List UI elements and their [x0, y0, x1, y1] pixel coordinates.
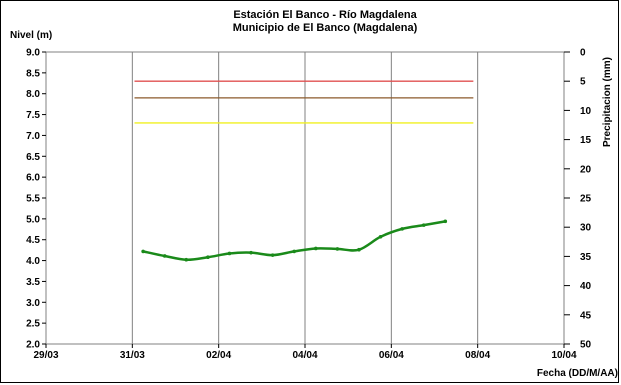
y-tick-label: 2.5: [26, 319, 40, 330]
data-point: [400, 227, 404, 231]
y2-tick-label: 25: [580, 194, 592, 205]
y-tick-label: 4.5: [26, 235, 40, 246]
y2-tick-label: 20: [580, 164, 592, 175]
y-axis-ticks: 2.0 2.5 3.0 3.5 4.0 4.5 5.0 5.5 6.0 6.5 7.0 7.5 8.0 8…: [26, 48, 46, 351]
y-tick-label: 8.0: [26, 89, 40, 100]
data-point: [378, 234, 383, 239]
y2-tick-label: 50: [580, 340, 592, 351]
x-axis-ticks: 29/03 31/03 02/04 04/04 06/04 08/04 10/04: [33, 344, 577, 361]
y-tick-label: 7.5: [26, 110, 40, 121]
y-tick-label: 3.5: [26, 277, 40, 288]
y2-tick-label: 15: [580, 135, 592, 146]
x-tick-label: 06/04: [379, 350, 404, 361]
y2-tick-label: 45: [580, 310, 592, 321]
data-point: [357, 247, 361, 252]
y-tick-label: 5.0: [26, 214, 40, 225]
x-tick-label: 08/04: [465, 350, 490, 361]
data-point: [313, 246, 318, 251]
y-tick-label: 7.0: [26, 131, 40, 142]
x-axis-title: Fecha (DD/M/AA): [537, 368, 618, 379]
y2-tick-label: 35: [580, 252, 592, 263]
chart-title: Estación El Banco - Río Magdalena: [233, 9, 417, 21]
y-tick-label: 3.0: [26, 298, 40, 309]
y2-tick-label: 30: [580, 223, 592, 234]
data-point: [162, 254, 167, 258]
reference-lines: [134, 80, 474, 124]
data-point: [292, 249, 297, 254]
y2-tick-label: 5: [580, 77, 586, 88]
y-tick-label: 6.0: [26, 173, 40, 184]
data-point: [443, 219, 448, 224]
y-tick-label: 6.5: [26, 152, 40, 163]
x-tick-label: 04/04: [292, 350, 317, 361]
data-point: [421, 223, 426, 227]
data-point: [141, 249, 145, 254]
y-tick-label: 4.0: [26, 256, 40, 267]
y-axis-title: Nivel (m): [10, 30, 52, 41]
x-tick-label: 29/03: [33, 350, 58, 361]
y2-tick-label: 0: [580, 48, 586, 59]
series-layer: [141, 219, 448, 262]
data-point: [270, 253, 275, 257]
chart-subtitle: Municipio de El Banco (Magdalena): [233, 22, 418, 34]
y-tick-label: 2.0: [26, 340, 40, 351]
data-point: [335, 247, 340, 251]
y-tick-label: 9.0: [26, 48, 40, 59]
y2-tick-label: 10: [580, 106, 592, 117]
data-point: [206, 255, 210, 260]
data-point: [227, 251, 232, 256]
data-point: [184, 257, 189, 262]
x-tick-label: 02/04: [206, 350, 231, 361]
vertical-gridlines: [131, 52, 479, 344]
x-tick-label: 31/03: [120, 350, 145, 361]
y-tick-label: 5.5: [26, 194, 40, 205]
data-point: [249, 250, 253, 255]
y-tick-label: 8.5: [26, 68, 40, 79]
y2-tick-label: 40: [580, 281, 592, 292]
y2-axis-title: Precipitacion (mm): [602, 57, 613, 147]
x-tick-label: 10/04: [551, 350, 576, 361]
y2-axis-ticks: 0 5 10 15 20 25 30 35 40 45 50: [564, 48, 592, 351]
